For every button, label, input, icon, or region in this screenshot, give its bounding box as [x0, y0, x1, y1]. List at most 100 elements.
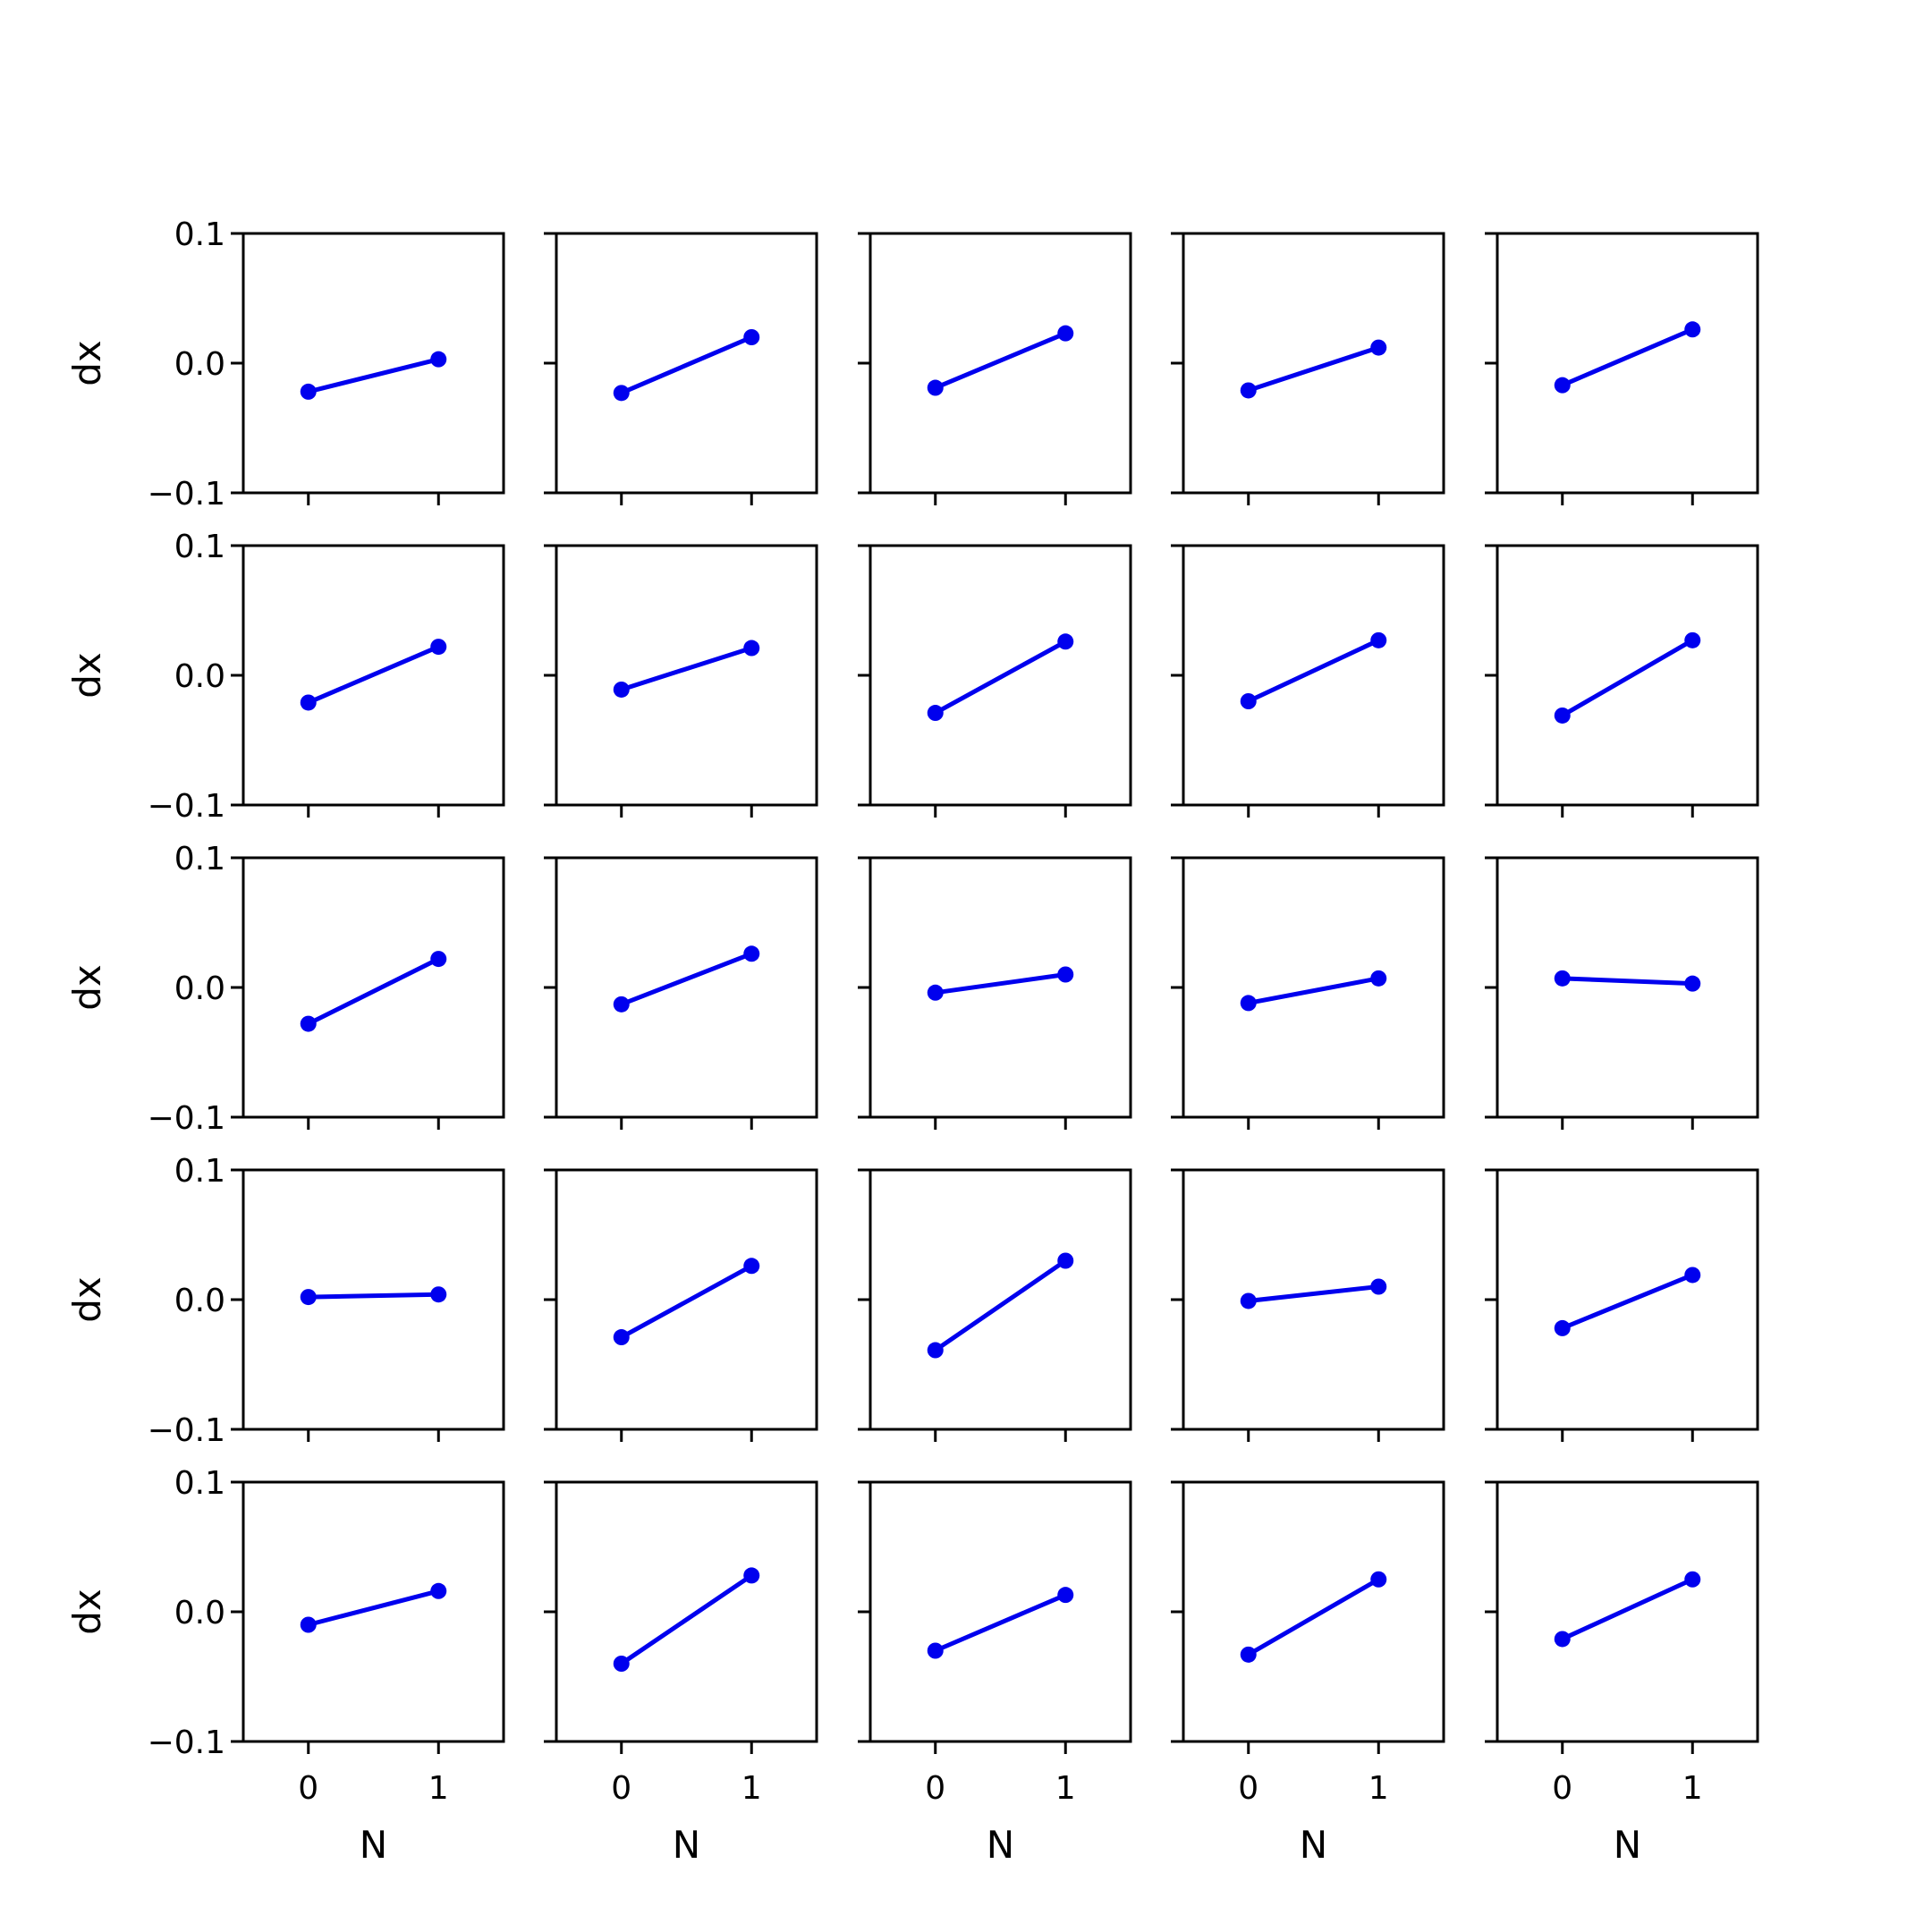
y-tick-label-r3-c1-2: 0.1: [174, 841, 225, 877]
data-point-r3-c4-0: [1240, 995, 1257, 1012]
y-tick-label-r2-c1-1: 0.0: [174, 658, 225, 695]
data-point-r5-c2-0: [613, 1656, 630, 1672]
series-line-r4-c1: [306, 1292, 441, 1300]
data-point-r5-c2-1: [743, 1567, 760, 1584]
data-point-r3-c2-0: [613, 996, 630, 1013]
data-point-r1-c3-0: [927, 379, 944, 396]
panel-frame-r4-c1: [242, 1168, 505, 1431]
series-line-r1-c1: [306, 357, 441, 394]
y-tick-label-r5-c1-1: 0.0: [174, 1595, 225, 1631]
panel-frame-r2-c5: [1496, 544, 1759, 807]
x-tick-label-r5-c3-0: 0: [925, 1770, 945, 1807]
panel-frame-r3-c2: [555, 856, 818, 1119]
panel-frame-r5-c1: [242, 1480, 505, 1743]
data-point-r5-c4-0: [1240, 1646, 1257, 1663]
panel-frame-r1-c4: [1182, 232, 1445, 495]
panel-frame-r1-c1: [242, 232, 505, 495]
data-point-r5-c5-1: [1684, 1571, 1701, 1588]
series-line-r4-c4: [1246, 1284, 1381, 1303]
y-tick-label-r4-c1-1: 0.0: [174, 1283, 225, 1319]
series-line-r1-c5: [1560, 326, 1695, 388]
data-point-r1-c5-0: [1554, 377, 1571, 394]
x-axis-label-col-2: N: [673, 1823, 700, 1867]
panel-frame-r1-c3: [869, 232, 1132, 495]
data-point-r3-c3-1: [1057, 966, 1074, 983]
panel-frame-r3-c5: [1496, 856, 1759, 1119]
x-tick-label-r5-c5-1: 1: [1682, 1770, 1703, 1807]
y-tick-label-r4-c1-0: −0.1: [148, 1412, 225, 1449]
data-point-r3-c3-0: [927, 984, 944, 1001]
x-axis-label-col-1: N: [360, 1823, 387, 1867]
data-point-r1-c1-0: [300, 383, 317, 400]
data-point-r4-c5-0: [1554, 1319, 1571, 1336]
data-point-r3-c2-1: [743, 945, 760, 962]
panel-frame-r4-c4: [1182, 1168, 1445, 1431]
y-axis-label-row-3: dx: [65, 964, 109, 1011]
data-point-r4-c4-0: [1240, 1292, 1257, 1309]
series-line-r5-c2: [619, 1572, 754, 1666]
y-tick-label-r5-c1-2: 0.1: [174, 1465, 225, 1502]
data-point-r2-c2-0: [613, 681, 630, 698]
panel-frame-r3-c4: [1182, 856, 1445, 1119]
data-point-r1-c4-1: [1370, 339, 1387, 356]
panel-frame-r5-c5: [1496, 1480, 1759, 1743]
data-point-r4-c1-1: [430, 1286, 447, 1303]
series-line-r3-c5: [1560, 976, 1695, 987]
series-line-r5-c3: [933, 1592, 1068, 1653]
y-tick-label-r1-c1-0: −0.1: [148, 476, 225, 513]
data-point-r5-c1-1: [430, 1582, 447, 1599]
data-point-r1-c3-1: [1057, 325, 1074, 342]
y-tick-label-r4-c1-2: 0.1: [174, 1153, 225, 1190]
data-point-r1-c5-1: [1684, 321, 1701, 338]
y-tick-label-r2-c1-2: 0.1: [174, 529, 225, 565]
data-point-r1-c2-0: [613, 385, 630, 402]
x-axis-label-col-4: N: [1300, 1823, 1327, 1867]
series-line-r5-c4: [1246, 1577, 1381, 1657]
data-point-r2-c5-1: [1684, 631, 1701, 648]
data-point-r3-c1-0: [300, 1015, 317, 1032]
x-axis-label-col-3: N: [987, 1823, 1014, 1867]
panel-frame-r1-c5: [1496, 232, 1759, 495]
series-line-r2-c4: [1246, 638, 1381, 704]
x-tick-label-r5-c4-0: 0: [1238, 1770, 1258, 1807]
data-point-r4-c5-1: [1684, 1267, 1701, 1284]
series-line-r3-c1: [306, 956, 441, 1027]
series-line-r5-c1: [306, 1589, 441, 1627]
x-tick-label-r5-c2-1: 1: [741, 1770, 762, 1807]
data-point-r3-c1-1: [430, 951, 447, 968]
y-tick-label-r1-c1-1: 0.0: [174, 346, 225, 383]
panel-frame-r3-c1: [242, 856, 505, 1119]
data-point-r5-c4-1: [1370, 1571, 1387, 1588]
x-tick-label-r5-c5-0: 0: [1552, 1770, 1572, 1807]
data-point-r2-c3-0: [927, 705, 944, 722]
series-line-r3-c4: [1246, 976, 1381, 1005]
data-point-r4-c4-1: [1370, 1278, 1387, 1295]
series-line-r4-c2: [619, 1263, 754, 1340]
data-point-r4-c2-1: [743, 1258, 760, 1275]
y-tick-label-r5-c1-0: −0.1: [148, 1724, 225, 1761]
data-point-r5-c5-0: [1554, 1631, 1571, 1648]
series-line-r1-c2: [619, 335, 754, 395]
y-axis-label-row-4: dx: [65, 1276, 109, 1323]
series-line-r3-c2: [619, 951, 754, 1007]
panel-frame-r5-c2: [555, 1480, 818, 1743]
y-tick-label-r2-c1-0: −0.1: [148, 788, 225, 825]
y-axis-label-row-1: dx: [65, 340, 109, 386]
data-point-r2-c2-1: [743, 640, 760, 657]
data-point-r5-c3-1: [1057, 1587, 1074, 1604]
data-point-r2-c1-0: [300, 694, 317, 711]
x-tick-label-r5-c1-0: 0: [298, 1770, 318, 1807]
panel-frame-r2-c2: [555, 544, 818, 807]
data-point-r2-c1-1: [430, 639, 447, 656]
series-line-r1-c4: [1246, 345, 1381, 393]
x-tick-label-r5-c1-1: 1: [428, 1770, 449, 1807]
data-point-r4-c3-1: [1057, 1252, 1074, 1269]
panel-frame-r4-c3: [869, 1168, 1132, 1431]
data-point-r3-c5-0: [1554, 970, 1571, 987]
data-point-r5-c3-0: [927, 1642, 944, 1659]
y-tick-label-r3-c1-0: −0.1: [148, 1100, 225, 1137]
y-tick-label-r1-c1-2: 0.1: [174, 216, 225, 253]
series-line-r5-c5: [1560, 1577, 1695, 1641]
data-point-r5-c1-0: [300, 1616, 317, 1633]
